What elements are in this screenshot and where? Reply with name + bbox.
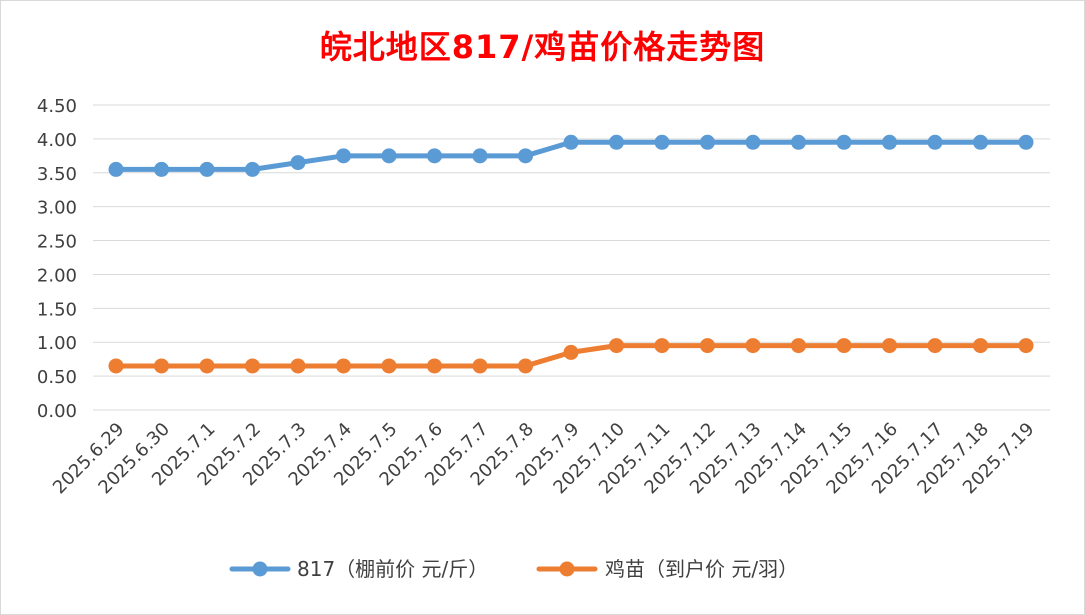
data-point bbox=[427, 358, 442, 374]
plot-series bbox=[108, 134, 1034, 374]
y-tick-label: 4.50 bbox=[37, 96, 77, 117]
data-point bbox=[563, 134, 579, 150]
data-point bbox=[290, 358, 306, 374]
data-point bbox=[791, 134, 806, 150]
data-point bbox=[1018, 338, 1034, 354]
data-point bbox=[336, 148, 351, 164]
data-point bbox=[472, 148, 488, 164]
legend-item: 817（棚前价 元/斤） bbox=[229, 557, 488, 581]
data-point bbox=[427, 148, 442, 164]
data-point bbox=[700, 134, 715, 150]
y-tick-label: 4.00 bbox=[37, 130, 77, 151]
data-point bbox=[1018, 134, 1034, 150]
series-1 bbox=[108, 134, 1034, 177]
data-point bbox=[381, 148, 397, 164]
data-point bbox=[791, 338, 806, 354]
data-point bbox=[654, 338, 670, 354]
y-axis-tick-labels: 0.00 0.50 1.00 1.50 2.00 2.50 3.00 3.50 4.00 4.50 bbox=[37, 96, 77, 422]
data-point bbox=[745, 134, 761, 150]
data-point bbox=[563, 344, 579, 360]
data-point bbox=[518, 148, 533, 164]
legend-marker bbox=[252, 561, 268, 577]
chart-title: 皖北地区817/鸡苗价格走势图 bbox=[319, 28, 766, 66]
legend-label: 鸡苗（到户价 元/羽） bbox=[605, 557, 798, 581]
data-point bbox=[836, 338, 852, 354]
data-point bbox=[973, 134, 988, 150]
data-point bbox=[199, 161, 215, 177]
data-point bbox=[654, 134, 670, 150]
data-point bbox=[609, 134, 624, 150]
data-point bbox=[108, 358, 124, 374]
y-tick-label: 3.00 bbox=[37, 198, 77, 219]
x-axis-tick-labels: 2025.6.292025.6.302025.7.12025.7.22025.7… bbox=[49, 419, 1039, 499]
data-point bbox=[700, 338, 715, 354]
data-point bbox=[381, 358, 397, 374]
legend: 817（棚前价 元/斤） 鸡苗（到户价 元/羽） bbox=[229, 557, 798, 581]
data-point bbox=[927, 338, 943, 354]
data-point bbox=[154, 358, 169, 374]
y-tick-label: 2.00 bbox=[37, 265, 77, 286]
data-point bbox=[245, 161, 260, 177]
y-tick-label: 0.00 bbox=[37, 401, 77, 422]
y-tick-label: 0.50 bbox=[37, 367, 77, 388]
y-tick-label: 1.00 bbox=[37, 333, 77, 354]
series-2 bbox=[108, 338, 1034, 374]
legend-marker bbox=[559, 561, 575, 577]
y-tick-label: 3.50 bbox=[37, 164, 77, 185]
legend-item: 鸡苗（到户价 元/羽） bbox=[536, 557, 798, 581]
data-point bbox=[518, 358, 533, 374]
data-point bbox=[245, 358, 260, 374]
y-tick-label: 2.50 bbox=[37, 232, 77, 253]
data-point bbox=[882, 134, 897, 150]
data-point bbox=[973, 338, 988, 354]
data-point bbox=[154, 161, 169, 177]
data-point bbox=[882, 338, 897, 354]
data-point bbox=[836, 134, 852, 150]
legend-label: 817（棚前价 元/斤） bbox=[297, 557, 488, 581]
data-point bbox=[336, 358, 351, 374]
data-point bbox=[199, 358, 215, 374]
data-point bbox=[290, 155, 306, 171]
data-point bbox=[609, 338, 624, 354]
data-point bbox=[472, 358, 488, 374]
data-point bbox=[108, 161, 124, 177]
data-point bbox=[745, 338, 761, 354]
y-tick-label: 1.50 bbox=[37, 299, 77, 320]
data-point bbox=[927, 134, 943, 150]
